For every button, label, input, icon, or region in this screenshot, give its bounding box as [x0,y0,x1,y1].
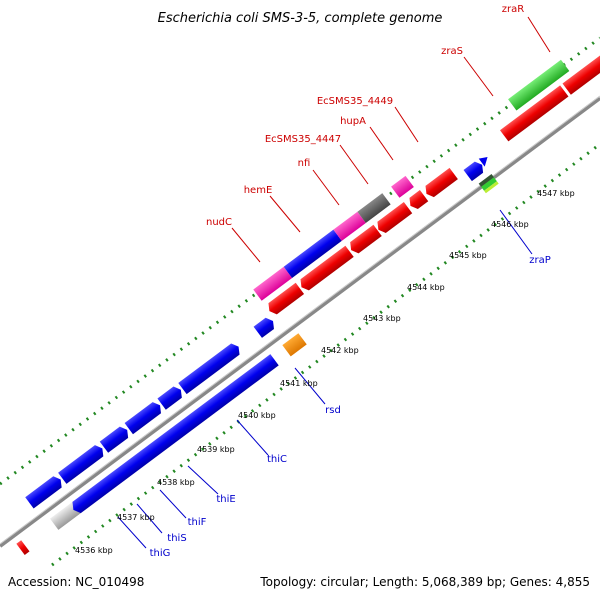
tick-label-4537: 4537 kbp [117,513,155,522]
blue-callouts [117,209,533,549]
gene-block-zraP-green [481,177,497,191]
genome-summary-text: Topology: circular; Length: 5,068,389 bp… [259,575,590,589]
tick-label-4543: 4543 kbp [363,314,401,323]
gene-block-nfi-rev [350,224,382,254]
gene-block-hemE-rev [300,245,354,291]
gene-label-nudC: nudC [206,217,232,228]
gene-label-thiS: thiS [167,533,186,544]
gene-block-thiC-b [178,343,240,395]
tick-label-4546: 4546 kbp [491,220,529,229]
gene-label-nfi: nfi [298,158,311,169]
gene-label-EcSMS35_4449: EcSMS35_4449 [317,96,393,107]
tick-label-4544: 4544 kbp [407,283,445,292]
gene-block-rsd [282,333,307,357]
gene-label-thiG: thiG [150,548,171,559]
tick-label-4541: 4541 kbp [280,379,318,388]
gene-block-thiC-a [157,386,182,410]
gene-label-thiE: thiE [216,494,235,505]
gene-block-EcSMS35_4447 [357,193,391,223]
gene-block-hupA-rev [425,167,458,198]
gene-block-zraP-dark [478,174,494,187]
accession-text: Accession: NC_010498 [8,575,144,589]
tick-label-4540: 4540 kbp [238,411,276,420]
gene-block-EcSMS35_4447-rev [377,202,413,233]
gene-block-nfi [333,211,366,241]
map-title: Escherichia coli SMS-3-5, complete genom… [158,11,443,26]
gene-label-zraR: zraR [502,4,524,15]
gene-label-EcSMS35_4447: EcSMS35_4447 [265,134,341,145]
gene-label-thiC: thiC [267,454,287,465]
reverse-strand [16,55,600,556]
gene-label-rsd: rsd [325,405,341,416]
gene-label-hemE: hemE [244,185,273,196]
gene-block-zraS [500,85,569,142]
gene-block-nudC-rev [268,282,305,315]
gene-label-thiF: thiF [188,517,207,528]
tick-label-4545: 4545 kbp [449,251,487,260]
gene-block-zraR [508,59,570,111]
gene-block-thiG-rev [49,501,81,530]
gene-block-zraR-rev [562,55,600,95]
tick-label-4542: 4542 kbp [321,346,359,355]
gene-label-hupA: hupA [340,116,366,127]
genome-backbone [0,96,600,548]
tick-label-4536: 4536 kbp [75,546,113,555]
gene-label-zraS: zraS [441,46,463,57]
gene-block-nudC [253,266,293,301]
gene-block-hemE [283,229,342,278]
gene-block-zraP-arrow [478,156,488,167]
gene-block-thiG [25,476,62,509]
red-callouts [231,16,551,263]
gene-block-EcSMS35_4449 [409,190,429,210]
gene-block-thiE [124,402,162,435]
gene-block-zraP-blue [463,161,484,182]
gene-block-thiF [58,445,104,484]
tick-label-4547: 4547 kbp [537,189,575,198]
gene-block-rsd-a [253,317,274,338]
gene-label-zraP: zraP [529,255,551,266]
tick-label-4538: 4538 kbp [157,478,195,487]
tick-label-4539: 4539 kbp [197,445,235,454]
gene-block-edge-left [16,540,30,556]
gene-block-thiS [99,426,129,453]
forward-strand [25,59,570,509]
gene-block-thi-rev-long [72,354,279,514]
gene-block-zraP-lime [484,181,499,194]
genome-backbone-highlight [0,95,600,545]
gene-block-hupA [391,175,414,198]
